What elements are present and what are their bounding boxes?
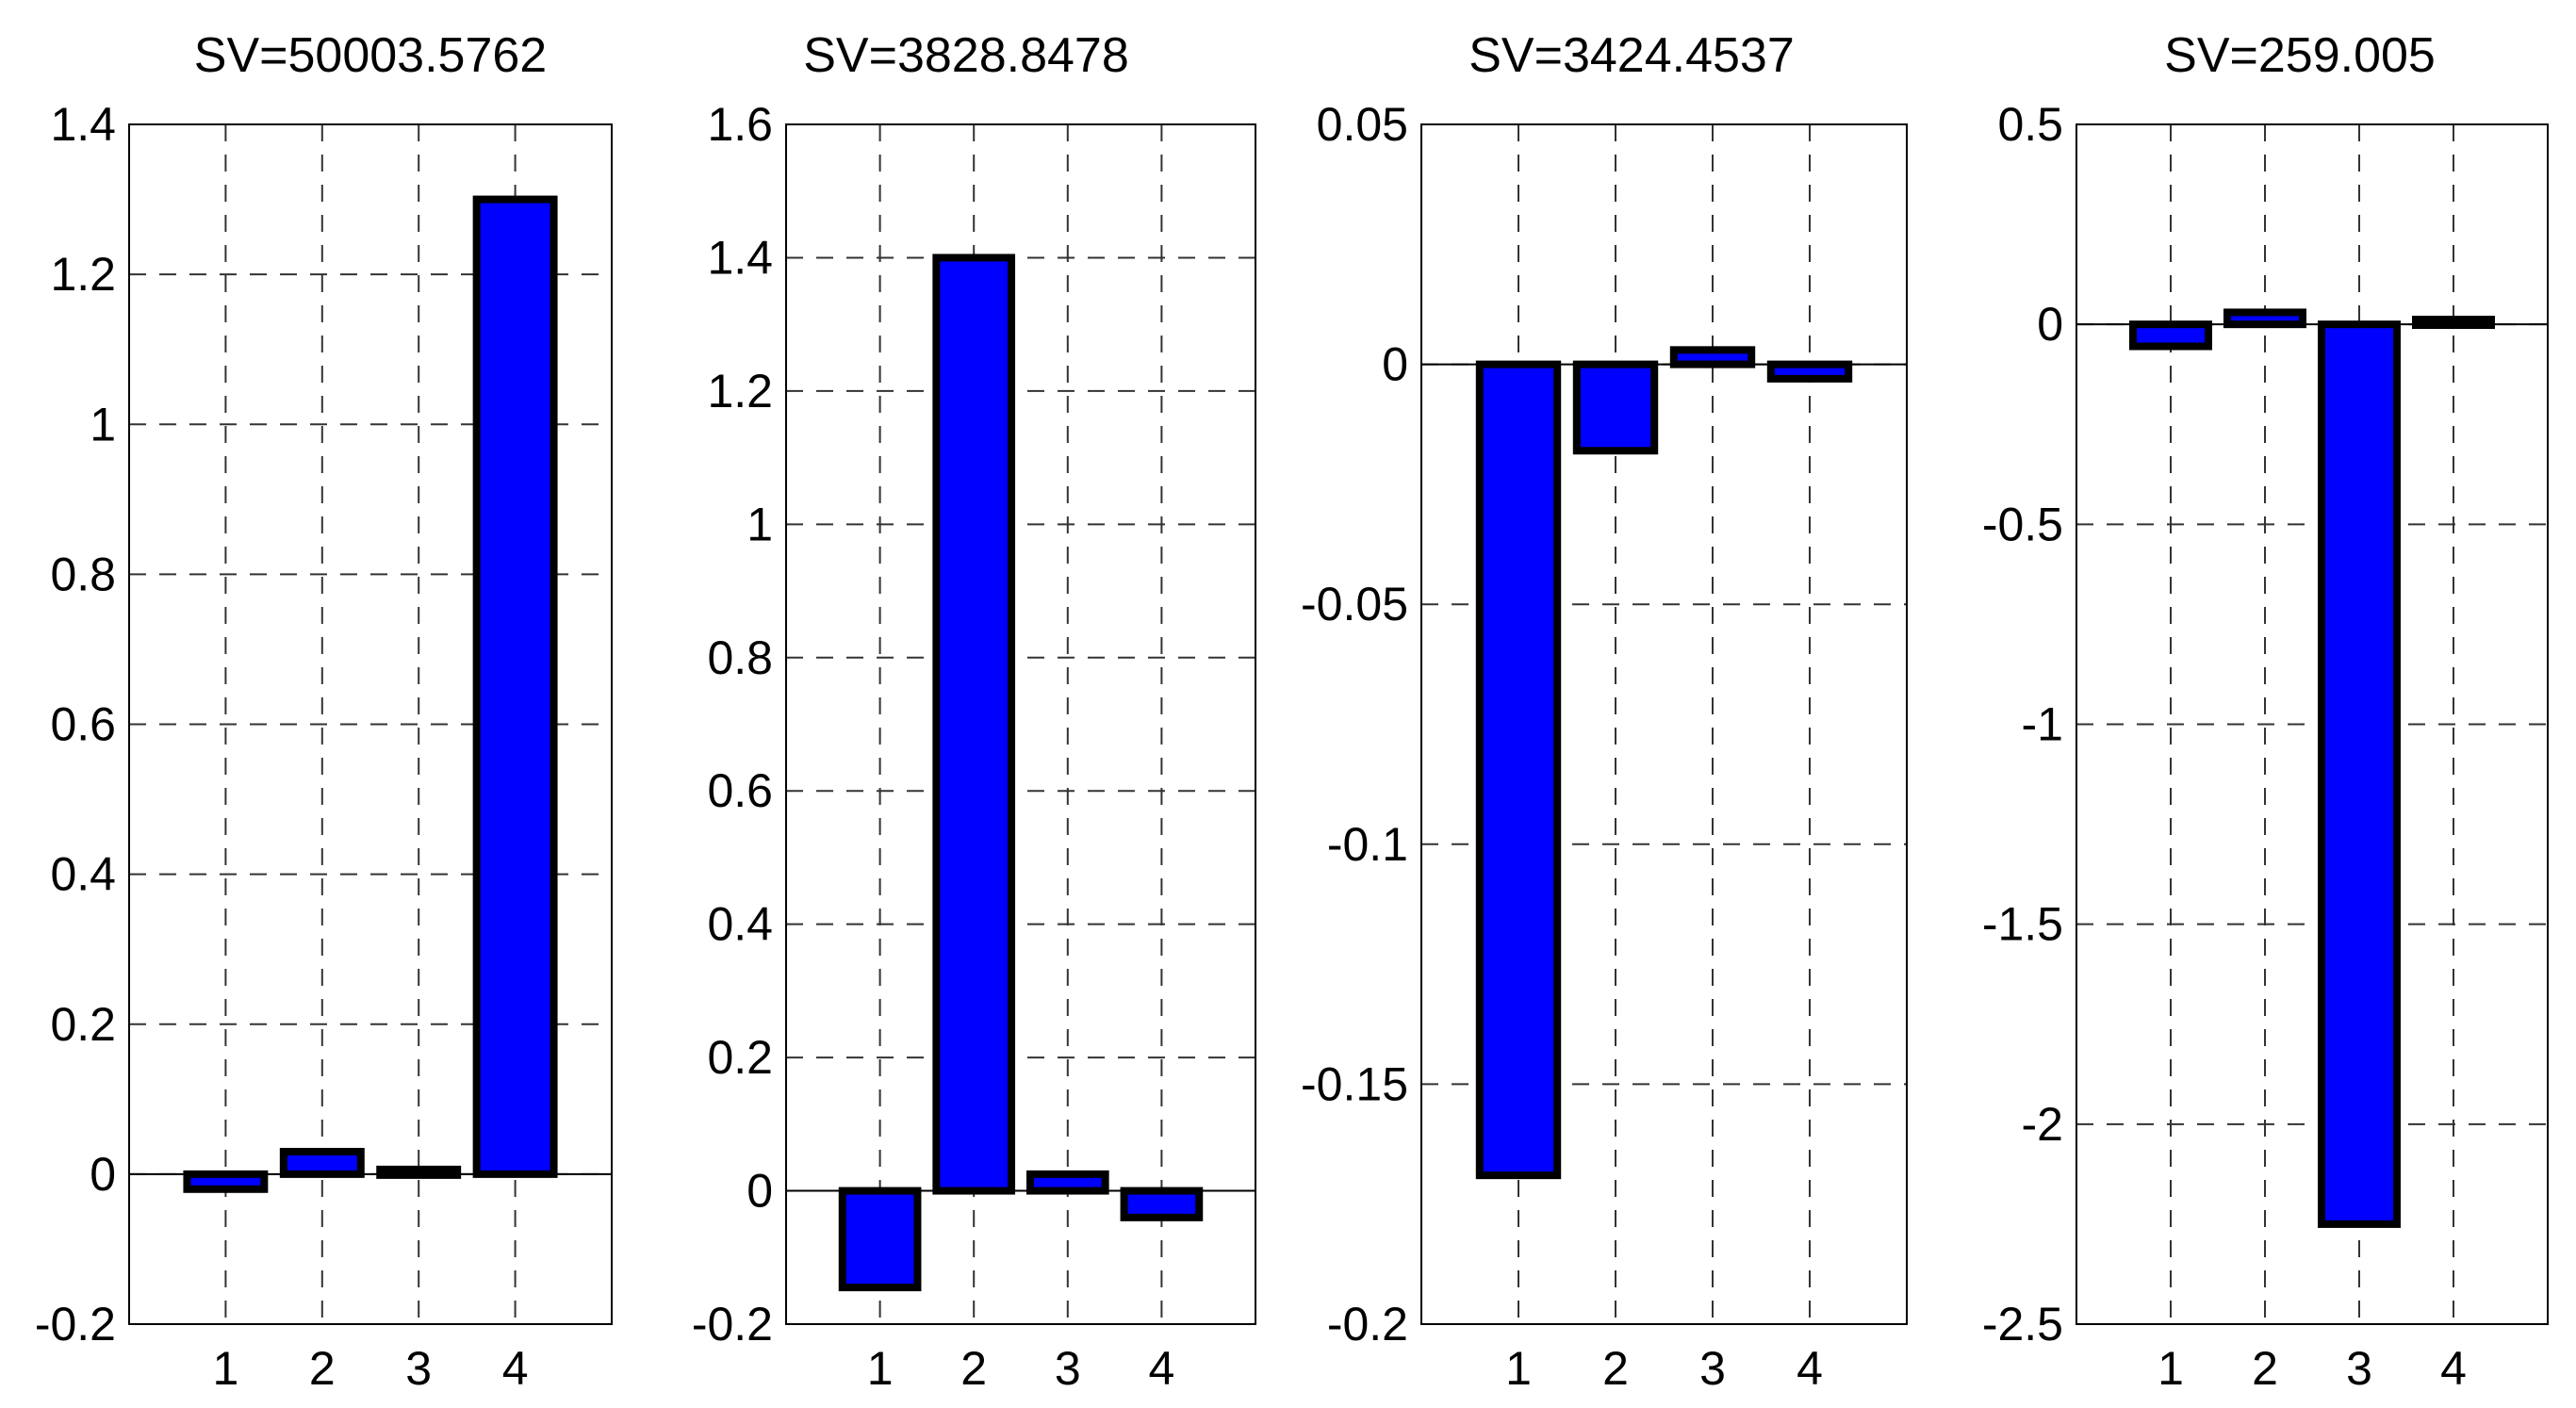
subplot-3-bar-3 [1669,346,1756,368]
subplot-2: SV=3828.8478 1.6 1.4 1.2 1 0.8 0.6 0.4 0.2 0 -0.2… [692,28,1256,1395]
subplot-3-ytick-label: 0 [1382,338,1408,391]
subplot-2-bar-3 [1025,1170,1109,1195]
subplot-1-bar-3 [376,1165,462,1179]
subplot-1-ytick-label: 1.2 [50,248,116,301]
subplot-1-title: SV=50003.5762 [194,28,547,83]
subplot-3-ytick-label: -0.2 [1327,1298,1408,1351]
subplot-4-ytick-label: -0.5 [1982,498,2063,550]
subplot-3-title: SV=3424.4537 [1468,28,1795,83]
subplot-4-bar-3 [2318,320,2401,1228]
subplot-3-ytick-label: -0.1 [1327,818,1408,871]
subplot-1-frame [128,123,613,1325]
subplot-3-bar-2 [1572,360,1659,455]
subplot-1-ytick-label: -0.2 [35,1298,116,1351]
subplot-1-bar-4 [472,195,558,1178]
subplot-4-xtick-label: 1 [2158,1342,2184,1395]
subplot-2-frame [785,123,1256,1325]
subplot-2-title: SV=3828.8478 [803,28,1129,83]
subplot-3-xtick-label: 2 [1602,1342,1629,1395]
subplot-2-ytick-label: 0.4 [707,898,773,951]
subplot-1-ytick-label: 1.4 [50,98,116,151]
subplot-2-xtick-label: 4 [1148,1342,1174,1395]
subplot-2-ytick-label: 1 [747,498,773,550]
subplot-3: SV=3424.4537 0.05 0 -0.05 -0.1 -0.15 -0.2 1 2 3 4 [1301,28,1908,1395]
subplot-3-bar-1 [1475,360,1562,1180]
subplot-2-bar-2 [932,254,1016,1195]
subplot-1-ytick-label: 1 [90,398,116,450]
subplot-4-xtick-label: 2 [2252,1342,2278,1395]
subplot-4-ytick-label: -1 [2022,698,2063,751]
subplot-2-ytick-label: 0.2 [707,1031,773,1084]
subplot-4-xtick-label: 3 [2346,1342,2372,1395]
subplot-4-frame [2076,123,2549,1325]
subplot-3-xtick-label: 1 [1505,1342,1532,1395]
subplot-3-xtick-label: 3 [1699,1342,1726,1395]
subplot-1-xtick-label: 3 [405,1342,432,1395]
subplot-4-xtick-label: 4 [2440,1342,2467,1395]
subplot-1-bar-1 [183,1170,269,1193]
subplot-1-ytick-label: 0 [90,1148,116,1201]
subplot-2-xtick-label: 3 [1055,1342,1081,1395]
subplot-1-ytick-label: 0.6 [50,698,116,751]
subplot-4-ytick-label: 0.5 [1997,98,2063,151]
subplot-2-bar-4 [1120,1187,1204,1221]
subplot-3-frame [1420,123,1908,1325]
subplot-2-ytick-label: 1.6 [707,98,773,151]
subplot-4-ytick-label: -1.5 [1982,898,2063,951]
subplot-2-bar-1 [838,1187,922,1292]
subplot-3-ytick-label: 0.05 [1317,98,1408,151]
subplot-2-ytick-label: 0.6 [707,764,773,817]
subplot-2-xtick-label: 2 [960,1342,987,1395]
subplot-4-bar-1 [2129,320,2212,351]
subplot-3-xtick-label: 4 [1797,1342,1823,1395]
subplot-1-xtick-label: 1 [212,1342,238,1395]
subplot-3-ytick-label: -0.15 [1301,1057,1408,1110]
subplot-3-ytick-label: -0.05 [1301,578,1408,630]
subplot-1-xtick-label: 2 [309,1342,336,1395]
subplot-4-bar-2 [2223,308,2306,329]
subplot-4-title: SV=259.005 [2164,28,2436,83]
subplot-2-ytick-label: 1.2 [707,365,773,417]
subplot-1-bar-2 [279,1148,365,1178]
subplot-2-xtick-label: 1 [867,1342,894,1395]
subplot-3-bar-4 [1766,360,1853,383]
subplot-4-ytick-label: -2 [2022,1098,2063,1151]
subplot-2-ytick-label: 0 [747,1165,773,1218]
subplot-2-ytick-label: 0.8 [707,631,773,684]
subplot-1-ytick-label: 0.4 [50,848,116,901]
subplot-4: SV=259.005 0.5 0 -0.5 -1 -1.5 -2 -2.5 1 2 3 4 [1982,28,2549,1395]
subplot-2-ytick-label: 1.4 [707,231,773,284]
subplot-1: SV=50003.5762 1.4 1.2 1 0.8 0.6 0.4 0.2 0 -0.2 1 2… [35,28,613,1395]
subplot-4-bar-4 [2412,316,2495,330]
subplot-4-ytick-label: -2.5 [1982,1298,2063,1351]
subplot-4-ytick-label: 0 [2037,298,2063,351]
subplot-1-ytick-label: 0.2 [50,998,116,1051]
subplot-2-ytick-label: -0.2 [692,1298,773,1351]
subplot-1-xtick-label: 4 [502,1342,529,1395]
subplot-1-ytick-label: 0.8 [50,548,116,600]
